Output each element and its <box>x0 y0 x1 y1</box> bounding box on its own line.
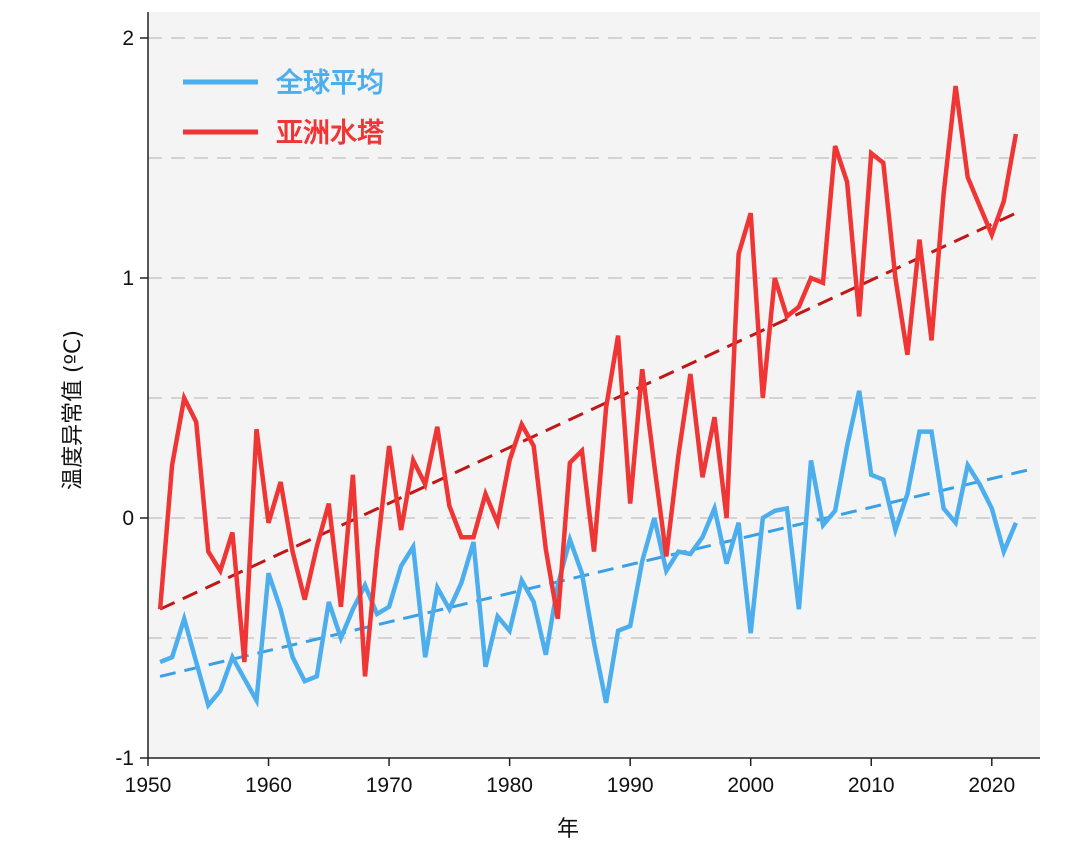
series-line <box>159 390 1018 710</box>
x-tick-label: 1970 <box>366 774 413 797</box>
x-tick-label: 1980 <box>486 774 533 797</box>
x-axis-title: 年 <box>557 817 579 842</box>
series-lines <box>157 85 1019 710</box>
trendline <box>159 211 1017 611</box>
trendlines <box>159 211 1029 678</box>
x-tick-label: 2000 <box>727 774 774 797</box>
y-tick-label: -1 <box>115 747 134 770</box>
gridlines <box>148 37 1040 639</box>
series-line <box>157 85 1019 677</box>
y-tick-label: 0 <box>122 507 134 530</box>
y-tick-label: 1 <box>122 267 134 290</box>
x-tick-label: 1990 <box>607 774 654 797</box>
axes: -1 0 1 2 1950 1960 1970 1980 1990 2000 2010 2020 <box>115 12 1040 797</box>
legend-label: 全球平均 <box>275 67 384 99</box>
legend-label: 亚洲水塔 <box>276 118 385 149</box>
x-tick-label: 1950 <box>125 774 172 797</box>
y-axis-title: 温度异常值 (ºC) <box>61 330 86 490</box>
x-tick-label: 1960 <box>245 774 292 797</box>
y-tick-label: 2 <box>122 27 134 50</box>
x-tick-label: 2010 <box>848 774 895 797</box>
x-tick-label: 2020 <box>968 774 1015 797</box>
